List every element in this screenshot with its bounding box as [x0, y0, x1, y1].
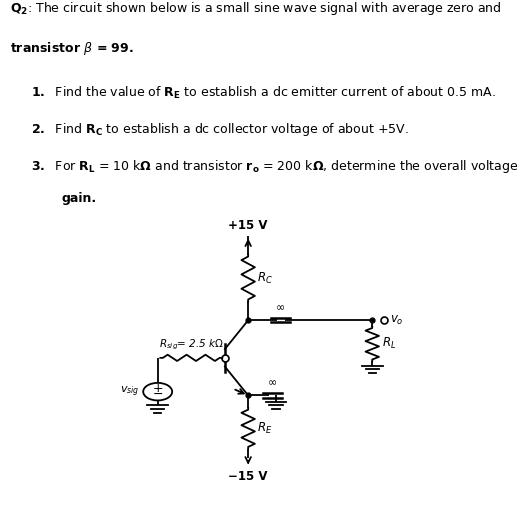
Text: transistor $\beta$ = 99.: transistor $\beta$ = 99. — [10, 40, 134, 58]
Text: +15 V: +15 V — [229, 219, 268, 232]
Text: $\mathbf{2.}$  Find $\mathbf{R_C}$ to establish a dc collector voltage of about : $\mathbf{2.}$ Find $\mathbf{R_C}$ to est… — [31, 121, 408, 138]
Text: +: + — [153, 382, 163, 395]
Text: $\mathbf{1.}$  Find the value of $\mathbf{R_E}$ to establish a dc emitter curren: $\mathbf{1.}$ Find the value of $\mathbf… — [31, 85, 495, 101]
Text: ∞: ∞ — [268, 379, 277, 388]
Text: $v_{sig}$: $v_{sig}$ — [120, 384, 140, 399]
Text: $\mathbf{3.}$  For $\mathbf{R_L}$ = 10 k$\mathbf{\Omega}$ and transistor $\mathb: $\mathbf{3.}$ For $\mathbf{R_L}$ = 10 k$… — [31, 158, 517, 175]
Text: gain.: gain. — [61, 192, 96, 205]
Text: $R_C$: $R_C$ — [257, 271, 273, 285]
Text: $R_{sig}$= 2.5 k$\Omega$: $R_{sig}$= 2.5 k$\Omega$ — [159, 338, 224, 352]
Text: $R_L$: $R_L$ — [382, 336, 396, 351]
Text: −15 V: −15 V — [229, 470, 268, 483]
Text: $\mathbf{Q_2}$: The circuit shown below is a small sine wave signal with average: $\mathbf{Q_2}$: The circuit shown below … — [10, 0, 502, 17]
Text: $R_E$: $R_E$ — [257, 421, 273, 436]
Text: ∞: ∞ — [276, 304, 285, 314]
Text: −: − — [153, 388, 163, 401]
Text: $v_o$: $v_o$ — [390, 314, 404, 327]
